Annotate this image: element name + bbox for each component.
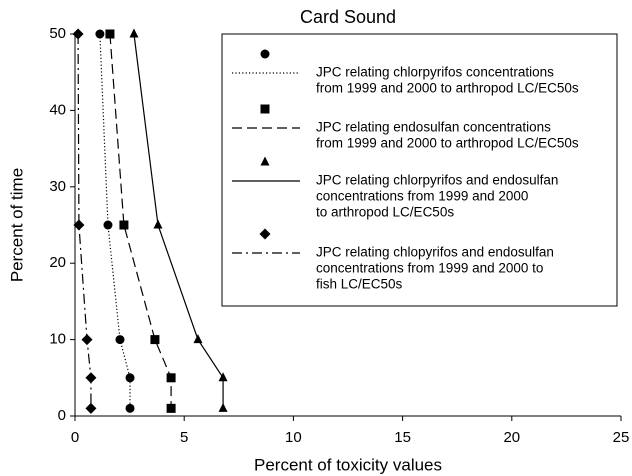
marker [95, 29, 105, 39]
x-tick-label: 15 [394, 429, 411, 446]
marker [166, 373, 176, 383]
y-tick-label: 40 [49, 101, 66, 118]
marker [166, 403, 176, 413]
legend-label: from 1999 and 2000 to arthropod LC/EC50s [316, 136, 579, 151]
y-tick-label: 30 [49, 178, 66, 195]
marker [105, 29, 115, 39]
marker [81, 334, 93, 346]
y-tick-label: 0 [58, 407, 66, 424]
legend-label: concentrations from 1999 and 2000 [316, 189, 528, 204]
legend-label: concentrations from 1999 and 2000 to [316, 261, 543, 276]
x-tick-label: 20 [503, 429, 520, 446]
marker [193, 334, 203, 344]
legend-label: JPC relating endosulfan concentrations [316, 120, 551, 135]
x-tick-label: 10 [285, 429, 302, 446]
marker [150, 335, 160, 345]
legend-label: JPC relating chlorpyrifos concentrations [316, 65, 554, 80]
legend-label: fish LC/EC50s [316, 277, 403, 292]
y-tick-label: 20 [49, 254, 66, 271]
series-line [109, 33, 172, 409]
y-axis-label: Percent of time [7, 168, 26, 282]
legend-label: to arthropod LC/EC50s [316, 205, 454, 220]
y-tick-label: 10 [49, 331, 66, 348]
chart-title: Card Sound [300, 7, 396, 27]
marker [129, 28, 139, 38]
marker [73, 219, 85, 231]
marker [72, 28, 84, 40]
x-tick-label: 0 [71, 429, 79, 446]
marker [119, 220, 129, 230]
x-tick-label: 5 [180, 429, 188, 446]
x-tick-label: 25 [613, 429, 630, 446]
marker [103, 220, 113, 230]
marker [218, 372, 228, 382]
marker [85, 372, 97, 384]
legend-marker [260, 49, 270, 59]
legend-label: JPC relating chlorpyrifos and endosulfan [316, 173, 558, 188]
legend-box [221, 33, 618, 307]
marker [125, 403, 135, 413]
marker [125, 373, 135, 383]
legend-label: from 1999 and 2000 to arthropod LC/EC50s [316, 81, 579, 96]
legend-marker [260, 156, 270, 166]
marker [218, 402, 228, 412]
legend-label: JPC relating chlopyrifos and endosulfan [316, 245, 554, 260]
marker [115, 335, 125, 345]
legend-marker [260, 104, 270, 114]
series-line [133, 33, 224, 409]
marker [153, 219, 163, 229]
x-axis-label: Percent of toxicity values [254, 455, 442, 474]
y-tick-label: 50 [49, 25, 66, 42]
legend-marker [259, 228, 271, 240]
marker [85, 402, 97, 414]
